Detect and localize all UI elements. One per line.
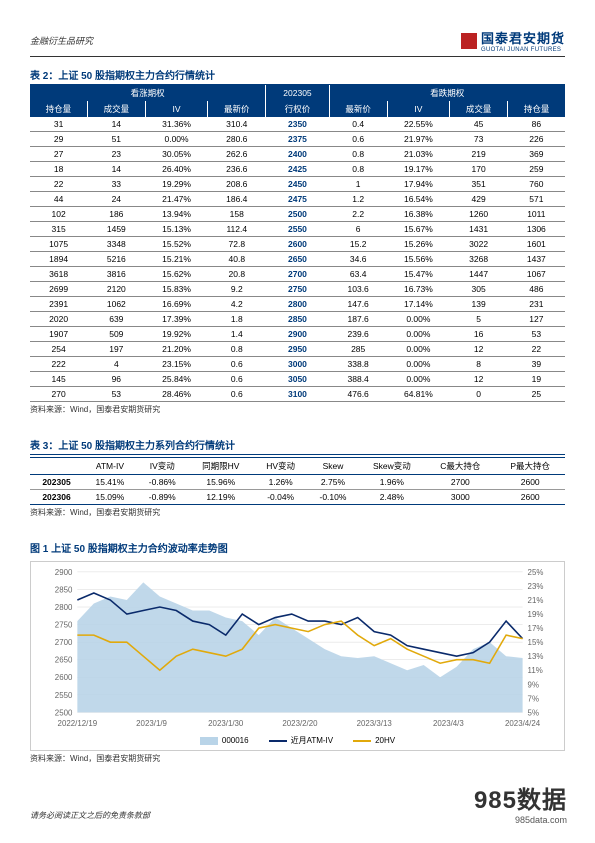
table-row: 20230515.41%-0.86%15.96%1.26%2.75%1.96%2… — [30, 475, 565, 490]
svg-text:7%: 7% — [528, 694, 539, 703]
brand-name: 国泰君安期货 — [481, 28, 565, 47]
svg-text:2800: 2800 — [55, 603, 73, 612]
volatility-chart: 2500 2550 2600 2650 2700 2750 2800 2850 2900 5% 7%… — [30, 561, 565, 751]
table-row: 1894521615.21%40.8265034.615.56%32681437 — [30, 252, 565, 267]
chart-svg: 2500 2550 2600 2650 2700 2750 2800 2850 2900 5% 7%… — [31, 562, 564, 750]
svg-text:2022/12/19: 2022/12/19 — [58, 719, 98, 728]
table-row: 272330.05%262.624000.821.03%219369 — [30, 147, 565, 162]
t2-col: 最新价 — [208, 101, 266, 117]
table-row: 315145915.13%112.42550615.67%14311306 — [30, 222, 565, 237]
table-row: 1075334815.52%72.8260015.215.26%30221601 — [30, 237, 565, 252]
table-row: 1459625.84%0.63050388.40.00%1219 — [30, 372, 565, 387]
svg-text:9%: 9% — [528, 680, 539, 689]
watermark: 985数据 985data.com — [474, 780, 567, 825]
table-row: 10218613.94%15825002.216.38%12601011 — [30, 207, 565, 222]
svg-text:2023/4/3: 2023/4/3 — [433, 719, 464, 728]
svg-text:2023/3/13: 2023/3/13 — [357, 719, 393, 728]
table2-title: 表 2：上证 50 股指期权主力合约行情统计 — [30, 67, 565, 85]
table-row: 442421.47%186.424751.216.54%429571 — [30, 192, 565, 207]
svg-text:2023/4/24: 2023/4/24 — [505, 719, 541, 728]
t2-col: IV — [145, 101, 207, 117]
t2-col: IV — [387, 101, 449, 117]
svg-text:2850: 2850 — [55, 585, 73, 594]
legend-000016: 000016 — [200, 735, 249, 746]
svg-text:19%: 19% — [528, 610, 544, 619]
chart-source: 资料来源：Wind，国泰君安期货研究 — [30, 753, 565, 764]
table3-title: 表 3：上证 50 股指期权主力系列合约行情统计 — [30, 437, 565, 455]
table-row: 311431.36%310.423500.422.55%4586 — [30, 117, 565, 132]
table-row: 181426.40%236.624250.819.17%170259 — [30, 162, 565, 177]
table-row: 222423.15%0.63000338.80.00%839 — [30, 357, 565, 372]
table-row: 25419721.20%0.829502850.00%1222 — [30, 342, 565, 357]
disclaimer: 请务必阅读正文之后的免责条款部 — [30, 810, 150, 821]
t2-group-put: 看跌期权 — [329, 85, 565, 101]
watermark-big: 985数据 — [474, 780, 567, 815]
svg-text:25%: 25% — [528, 568, 544, 577]
svg-text:2600: 2600 — [55, 673, 73, 682]
svg-text:15%: 15% — [528, 638, 544, 647]
table3-source: 资料来源：Wind，国泰君安期货研究 — [30, 507, 565, 518]
logo-icon — [461, 33, 477, 49]
svg-text:11%: 11% — [528, 666, 543, 675]
t2-col: 成交量 — [450, 101, 508, 117]
svg-text:2550: 2550 — [55, 691, 73, 700]
header-category: 金融衍生品研究 — [30, 34, 93, 47]
table2: 看涨期权 202305 看跌期权 持仓量成交量IV最新价行权价最新价IV成交量持… — [30, 85, 565, 402]
svg-text:2023/1/9: 2023/1/9 — [136, 719, 167, 728]
table-row: 2391106216.69%4.22800147.617.14%139231 — [30, 297, 565, 312]
svg-text:23%: 23% — [528, 582, 544, 591]
t2-group-call: 看涨期权 — [30, 85, 266, 101]
chart-title: 图 1 上证 50 股指期权主力合约波动率走势图 — [30, 540, 565, 557]
page-header: 金融衍生品研究 国泰君安期货 GUOTAI JUNAN FUTURES — [30, 28, 565, 57]
legend-20hv: 20HV — [353, 735, 395, 746]
table2-source: 资料来源：Wind，国泰君安期货研究 — [30, 404, 565, 415]
svg-text:17%: 17% — [528, 624, 544, 633]
t2-group-mid: 202305 — [266, 85, 329, 101]
svg-text:2650: 2650 — [55, 656, 73, 665]
table-row: 2705328.46%0.63100476.664.81%025 — [30, 387, 565, 402]
brand-sub: GUOTAI JUNAN FUTURES — [481, 47, 565, 53]
svg-text:5%: 5% — [528, 708, 539, 717]
watermark-url: 985data.com — [515, 815, 567, 825]
svg-text:2750: 2750 — [55, 621, 73, 630]
table-row: 202063917.39%1.82850187.60.00%5127 — [30, 312, 565, 327]
brand: 国泰君安期货 GUOTAI JUNAN FUTURES — [461, 28, 565, 53]
table-row: 3618381615.62%20.8270063.415.47%14471067 — [30, 267, 565, 282]
svg-text:2900: 2900 — [55, 568, 73, 577]
svg-text:13%: 13% — [528, 652, 544, 661]
t2-col-strike: 行权价 — [266, 101, 329, 117]
table-row: 2699212015.83%9.22750103.616.73%305486 — [30, 282, 565, 297]
t2-col: 最新价 — [329, 101, 387, 117]
table3: ATM-IVIV变动同期限HVHV变动SkewSkew变动C最大持仓P最大持仓 … — [30, 457, 565, 505]
chart-legend: 000016 近月ATM-IV 20HV — [31, 735, 564, 746]
table-row: 223319.29%208.62450117.94%351760 — [30, 177, 565, 192]
table-row: 190750919.92%1.42900239.60.00%1653 — [30, 327, 565, 342]
table-row: 29510.00%280.623750.621.97%73226 — [30, 132, 565, 147]
svg-text:2500: 2500 — [55, 708, 73, 717]
table-row: 20230615.09%-0.89%12.19%-0.04%-0.10%2.48… — [30, 490, 565, 505]
t2-col: 持仓量 — [508, 101, 565, 117]
svg-text:2700: 2700 — [55, 638, 73, 647]
legend-atmiv: 近月ATM-IV — [269, 735, 334, 746]
t2-col: 成交量 — [87, 101, 145, 117]
svg-text:2023/2/20: 2023/2/20 — [282, 719, 318, 728]
svg-text:2023/1/30: 2023/1/30 — [208, 719, 244, 728]
svg-text:21%: 21% — [528, 596, 544, 605]
t2-col: 持仓量 — [30, 101, 87, 117]
